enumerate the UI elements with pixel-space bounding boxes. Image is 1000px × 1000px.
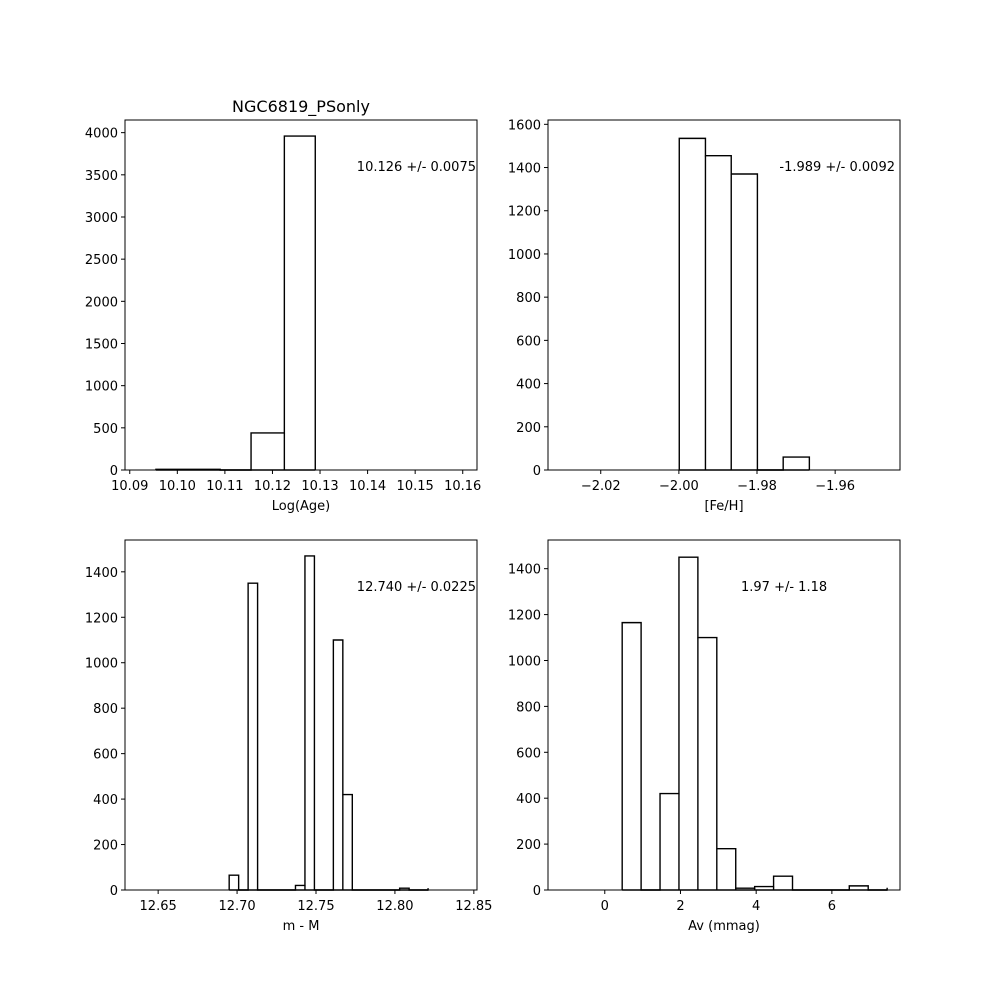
y-tick-label: 0 [110, 884, 118, 899]
y-tick-label: 800 [516, 700, 541, 715]
histogram-panel-4: 0 2 4 6 0 200 400 600 800 1000 1200 1400 Av (mmag) 1.… [508, 539, 901, 934]
x-tick-label: 10.11 [206, 479, 243, 494]
x-tick-label: 6 [828, 899, 836, 914]
fit-annotation: -1.989 +/- 0.0092 [779, 160, 895, 175]
y-tick-label: 2000 [85, 295, 118, 310]
y-tick-label: 1200 [508, 205, 541, 220]
histogram-bars [155, 135, 316, 471]
y-tick-label: 0 [110, 464, 118, 479]
y-tick-label: 400 [516, 378, 541, 393]
x-tick-label: 12.65 [140, 899, 177, 914]
x-tick-label: 10.14 [349, 479, 386, 494]
y-tick-label: 200 [93, 839, 118, 854]
y-tick-label: 1200 [85, 611, 118, 626]
x-tick-label: 10.13 [301, 479, 338, 494]
y-tick-label: 800 [516, 291, 541, 306]
x-tick-label: 12.70 [218, 899, 255, 914]
x-tick-label: 10.09 [111, 479, 148, 494]
fit-annotation: 12.740 +/- 0.0225 [357, 580, 476, 595]
y-tick-label: 0 [533, 464, 541, 479]
x-axis-label: m - M [283, 919, 320, 934]
y-tick-label: 1200 [508, 609, 541, 624]
histogram-panel-2: −2.02 −2.00 −1.98 −1.96 0 200 400 600 800 1000 120… [508, 118, 901, 514]
y-tick-label: 3500 [85, 169, 118, 184]
histogram-panel-3: 12.65 12.70 12.75 12.80 12.85 0 200 400 600 800 10… [85, 539, 492, 934]
x-tick-label: 4 [752, 899, 760, 914]
axes-frame [547, 119, 901, 471]
x-axis-label: Log(Age) [272, 499, 331, 514]
axes-frame [124, 119, 478, 471]
y-tick-label: 1500 [85, 337, 118, 352]
axes-frame [547, 539, 901, 891]
histogram-bars [621, 556, 888, 891]
y-tick-label: 200 [516, 421, 541, 436]
y-tick-label: 600 [93, 748, 118, 763]
x-axis-label: [Fe/H] [704, 499, 743, 514]
y-tick-label: 4000 [85, 127, 118, 142]
x-tick-label: 10.16 [444, 479, 481, 494]
y-tick-label: 800 [93, 702, 118, 717]
y-tick-label: 400 [516, 792, 541, 807]
x-tick-label: 10.15 [397, 479, 434, 494]
x-tick-label: −2.02 [581, 479, 621, 494]
y-tick-label: 500 [93, 422, 118, 437]
y-tick-label: 1600 [508, 118, 541, 133]
x-tick-label: 0 [601, 899, 609, 914]
x-tick-label: −2.00 [659, 479, 699, 494]
x-tick-label: 2 [676, 899, 684, 914]
histogram-bars [678, 137, 811, 471]
axes-frame [124, 539, 478, 891]
x-tick-label: −1.98 [737, 479, 777, 494]
y-tick-label: 600 [516, 334, 541, 349]
x-axis-label: Av (mmag) [688, 919, 760, 934]
y-tick-label: 0 [533, 884, 541, 899]
y-tick-label: 3000 [85, 211, 118, 226]
y-tick-label: 1000 [508, 248, 541, 263]
x-tick-label: −1.96 [815, 479, 855, 494]
y-tick-label: 600 [516, 746, 541, 761]
x-tick-label: 10.12 [254, 479, 291, 494]
y-tick-label: 1400 [508, 563, 541, 578]
y-tick-label: 1400 [85, 566, 118, 581]
y-tick-label: 1400 [508, 162, 541, 177]
y-tick-label: 1000 [85, 657, 118, 672]
x-tick-label: 12.75 [297, 899, 334, 914]
x-tick-label: 10.10 [159, 479, 196, 494]
y-tick-label: 1000 [508, 654, 541, 669]
chart-title: NGC6819_PSonly [232, 97, 370, 117]
y-tick-label: 200 [516, 838, 541, 853]
fit-annotation: 1.97 +/- 1.18 [741, 580, 827, 595]
x-tick-label: 12.80 [376, 899, 413, 914]
histogram-panel-1: 10.09 10.10 10.11 10.12 10.13 10.14 10.15 10.16… [85, 97, 481, 514]
fit-annotation: 10.126 +/- 0.0075 [357, 160, 476, 175]
x-tick-label: 12.85 [455, 899, 492, 914]
y-tick-label: 1000 [85, 380, 118, 395]
y-tick-label: 400 [93, 793, 118, 808]
histogram-bars [228, 555, 429, 891]
y-tick-label: 2500 [85, 253, 118, 268]
